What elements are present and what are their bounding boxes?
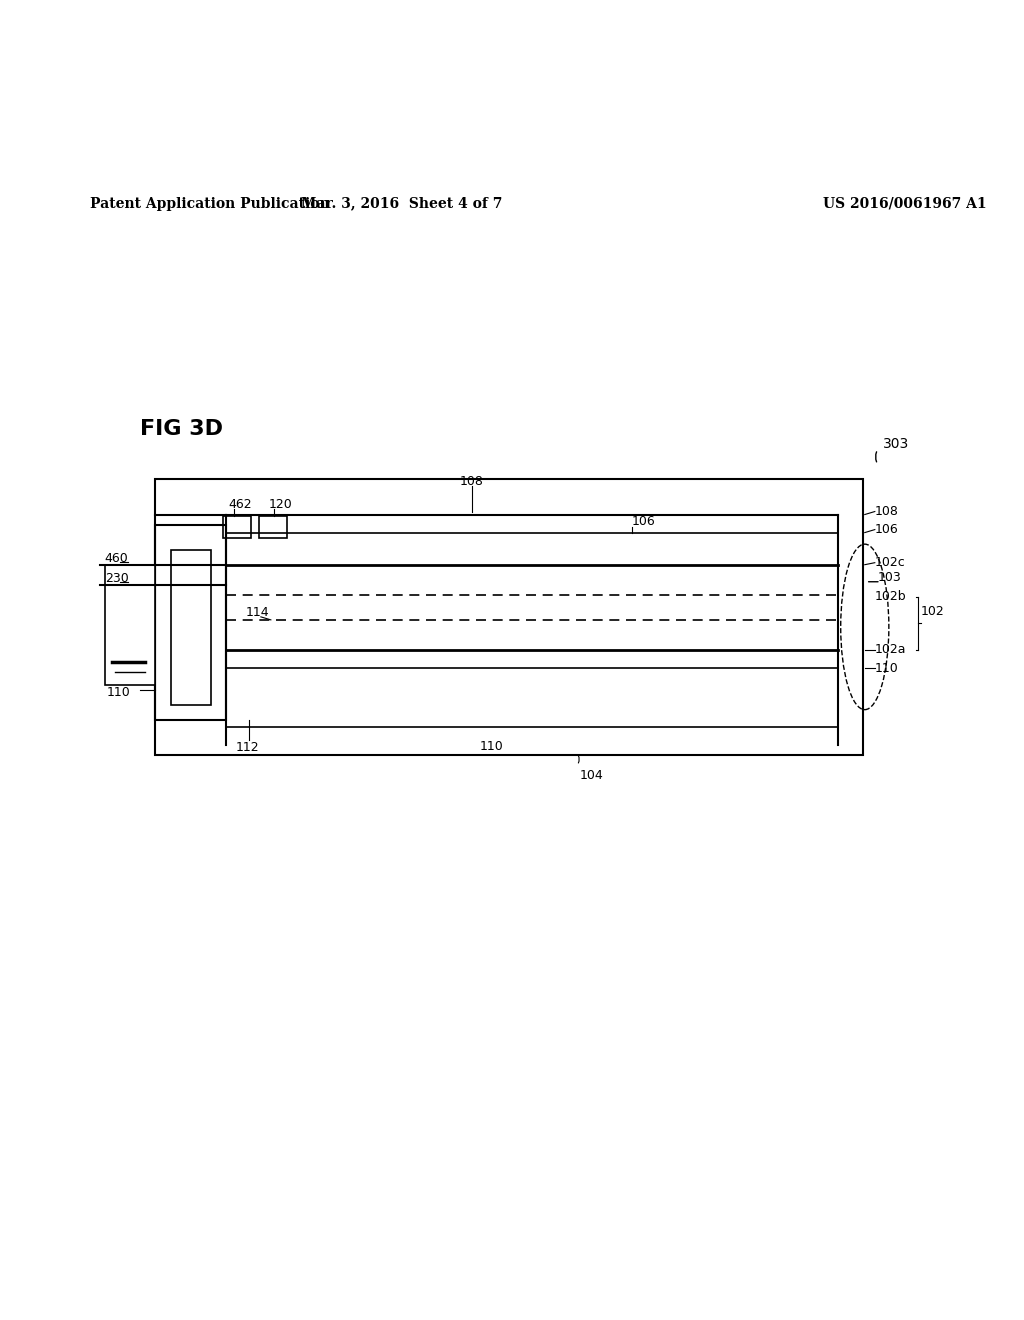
Text: FIG 3D: FIG 3D [140,420,223,440]
Text: US 2016/0061967 A1: US 2016/0061967 A1 [822,197,986,210]
Text: 102b: 102b [874,590,906,603]
Bar [259,516,287,537]
Text: 102a: 102a [874,643,906,656]
Bar [156,524,225,721]
Text: Patent Application Publication: Patent Application Publication [90,197,330,210]
Text: 108: 108 [874,506,899,517]
Text: 106: 106 [632,515,655,528]
Text: 114: 114 [246,606,269,619]
Text: 303: 303 [883,437,909,451]
Text: 106: 106 [874,523,899,536]
Text: 462: 462 [228,498,252,511]
Text: 112: 112 [236,741,259,754]
Text: 102c: 102c [874,556,905,569]
Text: 103: 103 [878,572,901,585]
Text: 230: 230 [104,573,128,585]
Bar [105,565,156,685]
Text: 108: 108 [460,475,483,488]
Text: 110: 110 [874,661,899,675]
Text: 102: 102 [921,606,945,618]
Text: 104: 104 [580,768,604,781]
FancyBboxPatch shape [156,479,863,755]
Text: 110: 110 [106,685,130,698]
Text: 110: 110 [479,739,504,752]
Text: 120: 120 [269,498,293,511]
Bar [171,549,211,705]
Text: Mar. 3, 2016  Sheet 4 of 7: Mar. 3, 2016 Sheet 4 of 7 [301,197,502,210]
Text: 460: 460 [104,552,128,565]
Bar [222,516,251,537]
